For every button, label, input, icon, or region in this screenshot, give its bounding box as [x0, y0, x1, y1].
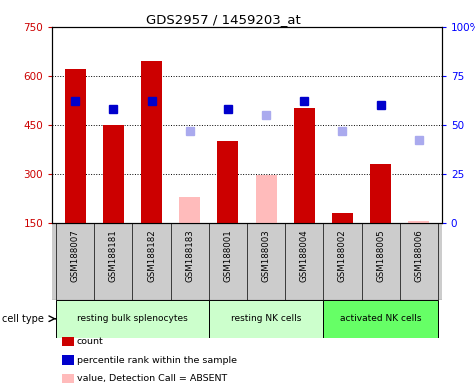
- Text: percentile rank within the sample: percentile rank within the sample: [77, 356, 237, 365]
- Text: resting bulk splenocytes: resting bulk splenocytes: [77, 314, 188, 323]
- Text: GSM188001: GSM188001: [223, 229, 232, 281]
- Bar: [179, 197, 200, 223]
- Text: GSM188006: GSM188006: [414, 229, 423, 281]
- Bar: [332, 213, 353, 223]
- Bar: [370, 164, 391, 223]
- Bar: [56, 300, 209, 338]
- Bar: [408, 221, 429, 223]
- Bar: [294, 109, 315, 223]
- Text: GSM188007: GSM188007: [71, 229, 80, 281]
- Text: value, Detection Call = ABSENT: value, Detection Call = ABSENT: [77, 374, 227, 383]
- Text: GSM188182: GSM188182: [147, 229, 156, 281]
- Text: GSM188004: GSM188004: [300, 229, 309, 281]
- Text: GDS2957 / 1459203_at: GDS2957 / 1459203_at: [146, 13, 301, 26]
- Bar: [209, 300, 323, 338]
- Text: GSM188183: GSM188183: [185, 229, 194, 281]
- Text: GSM188005: GSM188005: [376, 229, 385, 281]
- Text: GSM188003: GSM188003: [262, 229, 271, 281]
- Bar: [65, 70, 86, 223]
- Text: resting NK cells: resting NK cells: [231, 314, 301, 323]
- Text: GSM188181: GSM188181: [109, 229, 118, 281]
- Bar: [256, 175, 276, 223]
- Text: cell type: cell type: [2, 314, 44, 324]
- Bar: [103, 125, 124, 223]
- Bar: [141, 61, 162, 223]
- Text: GSM188002: GSM188002: [338, 229, 347, 281]
- Text: count: count: [77, 337, 104, 346]
- Text: activated NK cells: activated NK cells: [340, 314, 421, 323]
- Bar: [218, 141, 238, 223]
- Bar: [323, 300, 438, 338]
